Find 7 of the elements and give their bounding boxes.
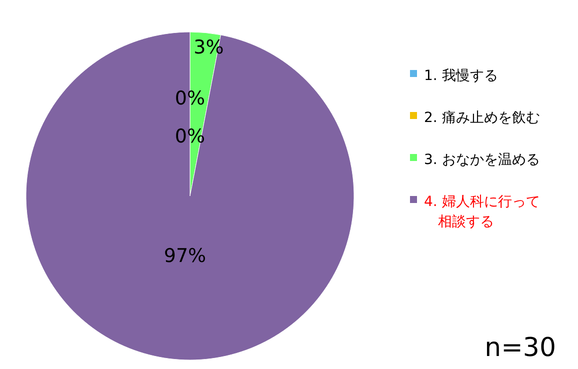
legend-label: 4. 婦人科に行って相談する [424,194,540,230]
text: 0% [174,88,206,110]
legend-label: 2. 痛み止めを飲む [424,110,540,126]
text: n=30 [484,333,556,363]
legend-label: 1. 我慢する [424,68,498,84]
data-label: 97% [164,245,206,268]
legend-label: 3. おなかを温める [424,152,540,168]
